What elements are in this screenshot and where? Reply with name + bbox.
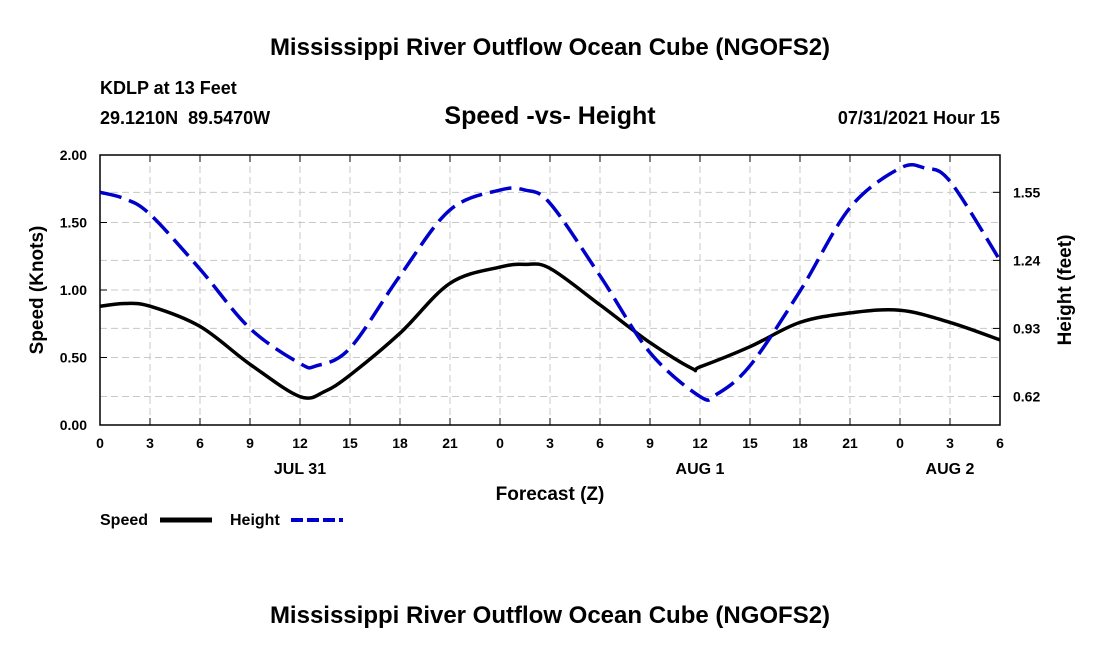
series-lines bbox=[99, 162, 1002, 402]
forecast-timestamp: 07/31/2021 Hour 15 bbox=[838, 108, 1000, 128]
x-axis-label: Forecast (Z) bbox=[496, 484, 605, 505]
x-tick-label: 18 bbox=[392, 435, 408, 451]
x-tick-label: 0 bbox=[896, 435, 904, 451]
x-tick-label: 0 bbox=[96, 435, 104, 451]
x-tick-label: 15 bbox=[742, 435, 758, 451]
chart-title-bottom: Mississippi River Outflow Ocean Cube (NG… bbox=[270, 602, 830, 629]
y-right-tick-label: 0.93 bbox=[1013, 320, 1040, 336]
date-label: AUG 2 bbox=[926, 461, 975, 478]
x-tick-label: 9 bbox=[646, 435, 654, 451]
y-right-tick-label: 1.24 bbox=[1013, 252, 1040, 268]
speed-series-line bbox=[99, 262, 1001, 400]
x-tick-label: 12 bbox=[692, 435, 708, 451]
x-tick-label: 12 bbox=[292, 435, 308, 451]
legend: Speed Height bbox=[100, 512, 343, 529]
y-right-tick-label: 0.62 bbox=[1013, 388, 1040, 404]
x-tick-label: 3 bbox=[946, 435, 954, 451]
x-tick-label: 15 bbox=[342, 435, 358, 451]
y-right-tick-label: 1.55 bbox=[1013, 184, 1040, 200]
y-left-tick-label: 2.00 bbox=[60, 147, 87, 163]
y-left-tick-label: 0.00 bbox=[60, 417, 87, 433]
station-coordinates: 29.1210N 89.5470W bbox=[100, 108, 270, 128]
y-left-tick-label: 0.50 bbox=[60, 350, 87, 366]
y-left-tick-label: 1.50 bbox=[60, 215, 87, 231]
y-axis-right-label: Height (feet) bbox=[1055, 235, 1076, 346]
x-tick-label: 0 bbox=[496, 435, 504, 451]
date-label: JUL 31 bbox=[274, 461, 326, 478]
legend-height-label: Height bbox=[230, 512, 280, 529]
x-tick-label: 6 bbox=[596, 435, 604, 451]
y-left-tick-label: 1.00 bbox=[60, 282, 87, 298]
x-tick-label: 9 bbox=[246, 435, 254, 451]
plot-grid bbox=[100, 155, 1000, 425]
date-label: AUG 1 bbox=[676, 461, 725, 478]
x-tick-label: 3 bbox=[146, 435, 154, 451]
x-tick-label: 21 bbox=[842, 435, 858, 451]
chart-title-top: Mississippi River Outflow Ocean Cube (NG… bbox=[270, 34, 830, 61]
x-tick-label: 18 bbox=[792, 435, 808, 451]
x-tick-label: 3 bbox=[546, 435, 554, 451]
x-tick-label: 6 bbox=[996, 435, 1004, 451]
legend-speed-label: Speed bbox=[100, 512, 148, 529]
axis-ticks: 0 3 6 9 12 15 18 21 0 3 6 9 12 15 18 21 0 3 6 JUL 31 AUG 1 AU… bbox=[60, 147, 1041, 478]
x-tick-label: 21 bbox=[442, 435, 458, 451]
chart-subtitle: Speed -vs- Height bbox=[444, 102, 656, 130]
x-tick-label: 6 bbox=[196, 435, 204, 451]
y-axis-left-label: Speed (Knots) bbox=[27, 226, 48, 355]
station-label: KDLP at 13 Feet bbox=[100, 78, 237, 98]
